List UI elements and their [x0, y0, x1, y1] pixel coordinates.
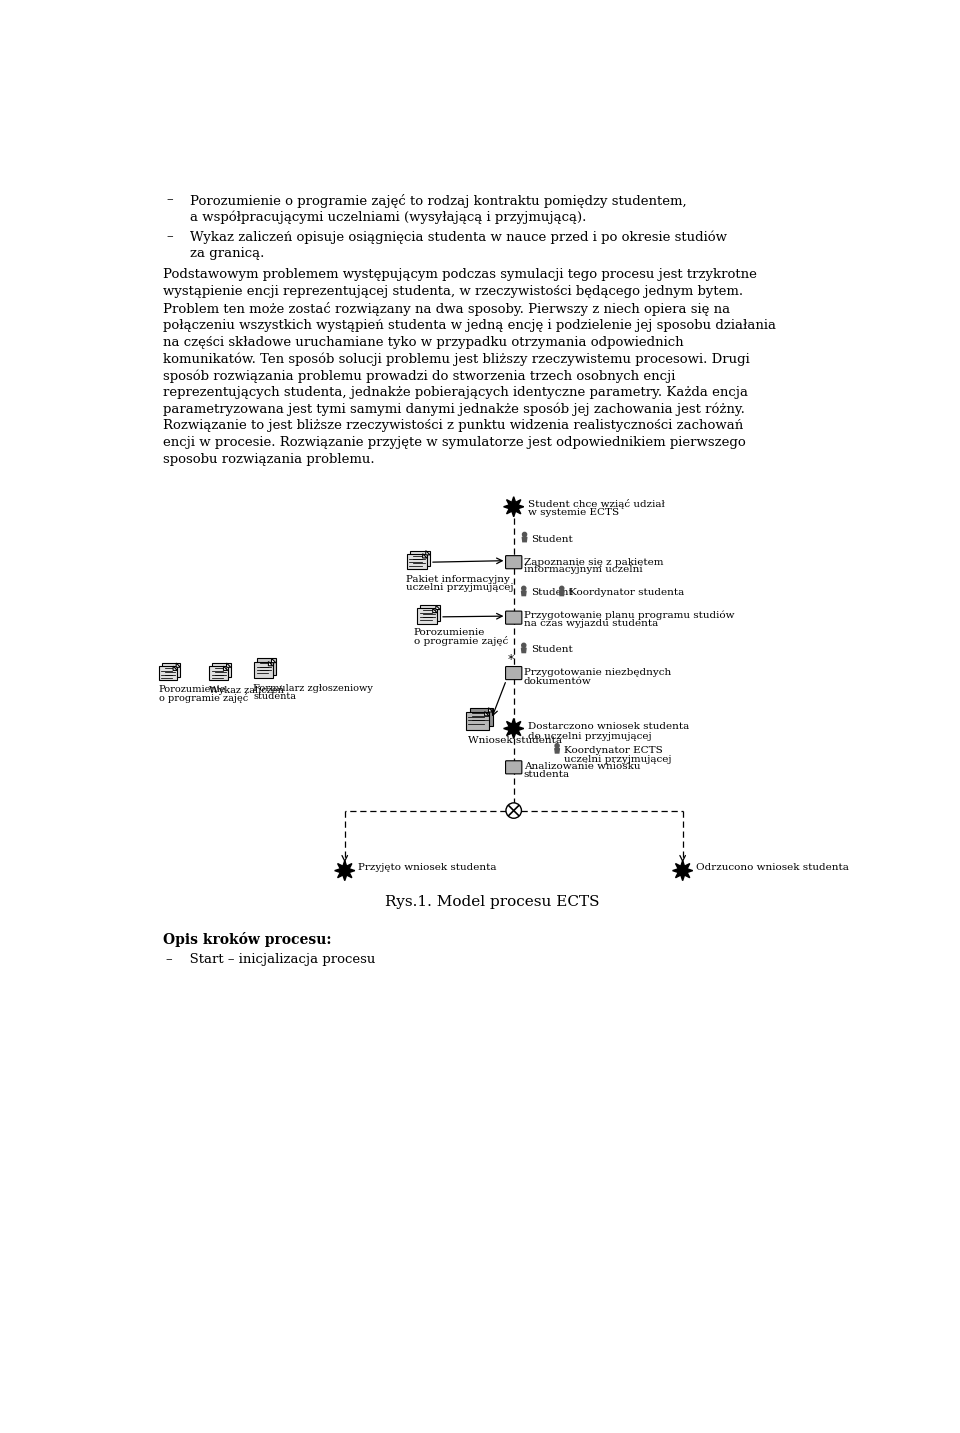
Polygon shape — [522, 537, 527, 542]
Text: Wniosek studenta: Wniosek studenta — [468, 737, 562, 745]
Text: Student: Student — [531, 645, 572, 655]
Text: Pakiet informacyjny: Pakiet informacyjny — [406, 575, 510, 583]
Text: w systemie ECTS: w systemie ECTS — [528, 509, 619, 517]
Text: Odrzucono wniosek studenta: Odrzucono wniosek studenta — [696, 863, 849, 873]
Text: Opis kroków procesu:: Opis kroków procesu: — [162, 933, 331, 947]
Text: wystąpienie encji reprezentującej studenta, w rzeczywistości będącego jednym byt: wystąpienie encji reprezentującej studen… — [162, 285, 743, 298]
Text: Przyjęto wniosek studenta: Przyjęto wniosek studenta — [358, 863, 496, 873]
Polygon shape — [425, 550, 430, 555]
Polygon shape — [227, 663, 230, 668]
Polygon shape — [173, 666, 178, 671]
Circle shape — [521, 586, 526, 590]
Text: uczelni przyjmującej: uczelni przyjmującej — [564, 755, 672, 764]
Text: Formularz zgłoszeniowy: Formularz zgłoszeniowy — [253, 684, 373, 694]
FancyBboxPatch shape — [158, 666, 178, 681]
FancyBboxPatch shape — [209, 666, 228, 681]
Text: Dostarczono wniosek studenta: Dostarczono wniosek studenta — [528, 722, 689, 731]
FancyBboxPatch shape — [257, 658, 276, 675]
Text: Rys.1. Model procesu ECTS: Rys.1. Model procesu ECTS — [385, 896, 599, 910]
Circle shape — [560, 586, 564, 590]
Polygon shape — [489, 708, 492, 712]
Text: Student chce wziąć udział: Student chce wziąć udział — [528, 499, 664, 509]
FancyBboxPatch shape — [506, 610, 522, 625]
Circle shape — [555, 744, 559, 748]
Circle shape — [521, 643, 526, 648]
Text: za granicą.: za granicą. — [190, 246, 264, 259]
Text: Zapoznanie się z pakietem: Zapoznanie się z pakietem — [524, 557, 663, 566]
Text: Wykaz zaliczeń: Wykaz zaliczeń — [209, 685, 284, 695]
Text: –: – — [166, 193, 173, 206]
Text: reprezentujących studenta, jednakże pobierających identyczne parametry. Każda en: reprezentujących studenta, jednakże pobi… — [162, 385, 748, 398]
Text: Student: Student — [531, 589, 572, 598]
FancyBboxPatch shape — [420, 605, 440, 620]
Polygon shape — [269, 662, 273, 666]
Text: Wykaz zaliczeń opisuje osiągnięcia studenta w nauce przed i po okresie studiów: Wykaz zaliczeń opisuje osiągnięcia stude… — [190, 231, 727, 244]
FancyBboxPatch shape — [254, 662, 273, 678]
Text: informacyjnym uczelni: informacyjnym uczelni — [524, 565, 642, 575]
FancyBboxPatch shape — [410, 550, 430, 566]
FancyBboxPatch shape — [506, 761, 522, 774]
Text: Porozumienie: Porozumienie — [158, 685, 227, 695]
Text: do uczelni przyjmującej: do uczelni przyjmującej — [528, 732, 651, 741]
Polygon shape — [485, 712, 489, 716]
Text: Podstawowym problemem występującym podczas symulacji tego procesu jest trzykrotn: Podstawowym problemem występującym podcz… — [162, 268, 756, 281]
Polygon shape — [673, 861, 693, 881]
FancyBboxPatch shape — [212, 663, 230, 676]
Text: Koordynator studenta: Koordynator studenta — [568, 589, 684, 598]
Polygon shape — [177, 663, 180, 668]
Text: sposób rozwiązania problemu prowadzi do stworzenia trzech osobnych encji: sposób rozwiązania problemu prowadzi do … — [162, 370, 675, 383]
Text: Porozumienie o programie zajęć to rodzaj kontraktu pomiędzy studentem,: Porozumienie o programie zajęć to rodzaj… — [190, 193, 686, 208]
Text: dokumentów: dokumentów — [524, 676, 591, 686]
Circle shape — [506, 802, 521, 818]
FancyBboxPatch shape — [417, 609, 437, 623]
Text: Problem ten może zostać rozwiązany na dwa sposoby. Pierwszy z niech opiera się n: Problem ten może zostać rozwiązany na dw… — [162, 302, 730, 315]
Polygon shape — [504, 718, 524, 738]
Text: o programie zajęć: o programie zajęć — [414, 636, 508, 646]
Polygon shape — [521, 648, 526, 652]
FancyBboxPatch shape — [466, 712, 489, 729]
FancyBboxPatch shape — [162, 663, 180, 676]
Text: a współpracującymi uczelniami (wysyłającą i przyjmującą).: a współpracującymi uczelniami (wysyłając… — [190, 211, 587, 224]
Text: encji w procesie. Rozwiązanie przyjęte w symulatorze jest odpowiednikiem pierwsz: encji w procesie. Rozwiązanie przyjęte w… — [162, 436, 745, 449]
Text: sposobu rozwiązania problemu.: sposobu rozwiązania problemu. — [162, 453, 374, 466]
Text: studenta: studenta — [524, 770, 570, 778]
Text: połączeniu wszystkich wystąpień studenta w jedną encję i podzielenie jej sposobu: połączeniu wszystkich wystąpień studenta… — [162, 318, 776, 331]
Polygon shape — [422, 553, 427, 557]
Text: Przygotowanie niezbędnych: Przygotowanie niezbędnych — [524, 668, 671, 678]
FancyBboxPatch shape — [506, 666, 522, 679]
Text: Student: Student — [532, 535, 573, 543]
Text: na czas wyjazdu studenta: na czas wyjazdu studenta — [524, 619, 658, 628]
FancyBboxPatch shape — [407, 553, 427, 569]
Text: na części składowe uruchamiane tyko w przypadku otrzymania odpowiednich: na części składowe uruchamiane tyko w pr… — [162, 335, 684, 348]
Polygon shape — [555, 748, 560, 752]
Polygon shape — [436, 605, 440, 609]
Text: Koordynator ECTS: Koordynator ECTS — [564, 747, 662, 755]
Polygon shape — [335, 861, 355, 881]
Text: uczelni przyjmującej: uczelni przyjmującej — [406, 583, 514, 592]
Text: –: – — [166, 231, 173, 244]
Polygon shape — [504, 497, 524, 517]
Text: Analizowanie wniosku: Analizowanie wniosku — [524, 762, 640, 771]
Text: Rozwiązanie to jest bliższe rzeczywistości z punktu widzenia realistyczności zac: Rozwiązanie to jest bliższe rzeczywistoś… — [162, 420, 743, 433]
Text: –    Start – inicjalizacja procesu: – Start – inicjalizacja procesu — [166, 953, 376, 966]
Polygon shape — [521, 590, 526, 596]
Polygon shape — [224, 666, 228, 671]
Text: Porozumienie: Porozumienie — [414, 628, 485, 636]
FancyBboxPatch shape — [506, 556, 522, 569]
Text: parametryzowana jest tymi samymi danymi jednakże sposób jej zachowania jest różn: parametryzowana jest tymi samymi danymi … — [162, 403, 745, 416]
Polygon shape — [560, 590, 564, 596]
FancyBboxPatch shape — [469, 708, 492, 727]
Polygon shape — [272, 658, 276, 662]
Text: o programie zajęć: o programie zajęć — [158, 694, 248, 704]
Text: studenta: studenta — [253, 692, 297, 701]
Text: *: * — [508, 653, 515, 666]
Text: Przygotowanie planu programu studiów: Przygotowanie planu programu studiów — [524, 610, 734, 620]
Circle shape — [522, 533, 527, 536]
Text: komunikatów. Ten sposób solucji problemu jest bliższy rzeczywistemu procesowi. D: komunikatów. Ten sposób solucji problemu… — [162, 353, 750, 365]
Polygon shape — [433, 609, 437, 613]
